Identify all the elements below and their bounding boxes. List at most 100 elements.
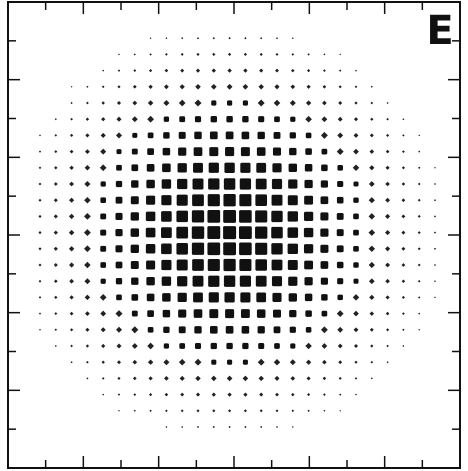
- dot: [100, 230, 106, 236]
- dot: [161, 227, 172, 238]
- dot: [271, 243, 282, 254]
- dot: [305, 310, 312, 317]
- dot: [116, 165, 122, 171]
- dot: [224, 178, 235, 189]
- dot: [177, 259, 188, 270]
- figure-panel: E: [0, 0, 468, 471]
- dot: [337, 278, 343, 284]
- dot: [211, 116, 217, 122]
- dot: [239, 259, 251, 271]
- dot: [116, 181, 122, 187]
- dot: [257, 309, 266, 318]
- dot: [147, 164, 155, 172]
- dot: [258, 132, 265, 139]
- dot: [304, 228, 313, 237]
- dot: [177, 179, 187, 189]
- dot: [255, 226, 267, 238]
- dot: [116, 149, 121, 154]
- dot: [210, 132, 218, 140]
- dot: [321, 180, 328, 187]
- dot: [146, 244, 156, 254]
- dot: [353, 214, 359, 220]
- dot: [148, 327, 154, 333]
- dot: [274, 326, 281, 333]
- dot: [192, 210, 204, 222]
- dot: [227, 100, 232, 105]
- dot: [256, 293, 266, 303]
- dot: [240, 276, 251, 287]
- dot: [163, 148, 171, 156]
- dot: [306, 327, 312, 333]
- dot: [131, 228, 139, 236]
- dot: [163, 310, 170, 317]
- dot: [116, 262, 123, 269]
- dot: [224, 292, 234, 302]
- dot: [164, 117, 169, 122]
- dot: [272, 195, 283, 206]
- dot: [177, 195, 188, 206]
- dot: [208, 194, 220, 206]
- dot: [178, 147, 186, 155]
- dot: [194, 326, 201, 333]
- dot: [209, 163, 219, 173]
- dot: [304, 212, 313, 221]
- dot: [131, 196, 139, 204]
- dot: [274, 132, 281, 139]
- dot: [179, 116, 185, 122]
- dot: [337, 295, 342, 300]
- dot: [192, 226, 204, 238]
- dot: [131, 212, 139, 220]
- dot: [337, 262, 344, 269]
- dot: [224, 163, 234, 173]
- dot: [290, 327, 296, 333]
- dot: [211, 360, 216, 365]
- dot: [178, 310, 186, 318]
- dot: [146, 212, 156, 222]
- dot: [242, 343, 248, 349]
- dot: [226, 132, 234, 140]
- dot: [258, 343, 264, 349]
- dot: [241, 147, 250, 156]
- dot: [304, 196, 313, 205]
- dot: [193, 292, 203, 302]
- dot: [115, 229, 122, 236]
- dot: [257, 147, 266, 156]
- dot: [207, 210, 220, 223]
- dot: [305, 294, 312, 301]
- dot: [208, 276, 219, 287]
- dot: [290, 117, 295, 122]
- dot: [193, 163, 203, 173]
- dot: [179, 326, 186, 333]
- dot: [289, 310, 296, 317]
- dot: [148, 133, 154, 139]
- panel-label: E: [426, 8, 453, 54]
- dot: [274, 343, 280, 349]
- dot: [273, 148, 281, 156]
- dot: [239, 226, 252, 239]
- dot: [115, 245, 122, 252]
- dot: [239, 194, 251, 206]
- dot: [223, 226, 236, 239]
- dot: [101, 181, 106, 186]
- dot: [321, 196, 329, 204]
- dot: [162, 293, 171, 302]
- dot: [147, 148, 154, 155]
- dot: [255, 243, 267, 255]
- dot: [211, 343, 217, 349]
- dot: [273, 310, 281, 318]
- dot: [161, 260, 171, 270]
- dot: [304, 180, 312, 188]
- dot: [322, 311, 328, 317]
- dot: [321, 278, 328, 285]
- dot: [207, 226, 220, 239]
- dot: [288, 260, 298, 270]
- dot: [321, 294, 327, 300]
- dot: [272, 276, 282, 286]
- dot: [289, 164, 297, 172]
- dot: [337, 165, 343, 171]
- dot: [146, 228, 156, 238]
- dot: [101, 279, 106, 284]
- dot: [243, 360, 248, 365]
- dot: [272, 260, 283, 271]
- dot: [239, 210, 252, 223]
